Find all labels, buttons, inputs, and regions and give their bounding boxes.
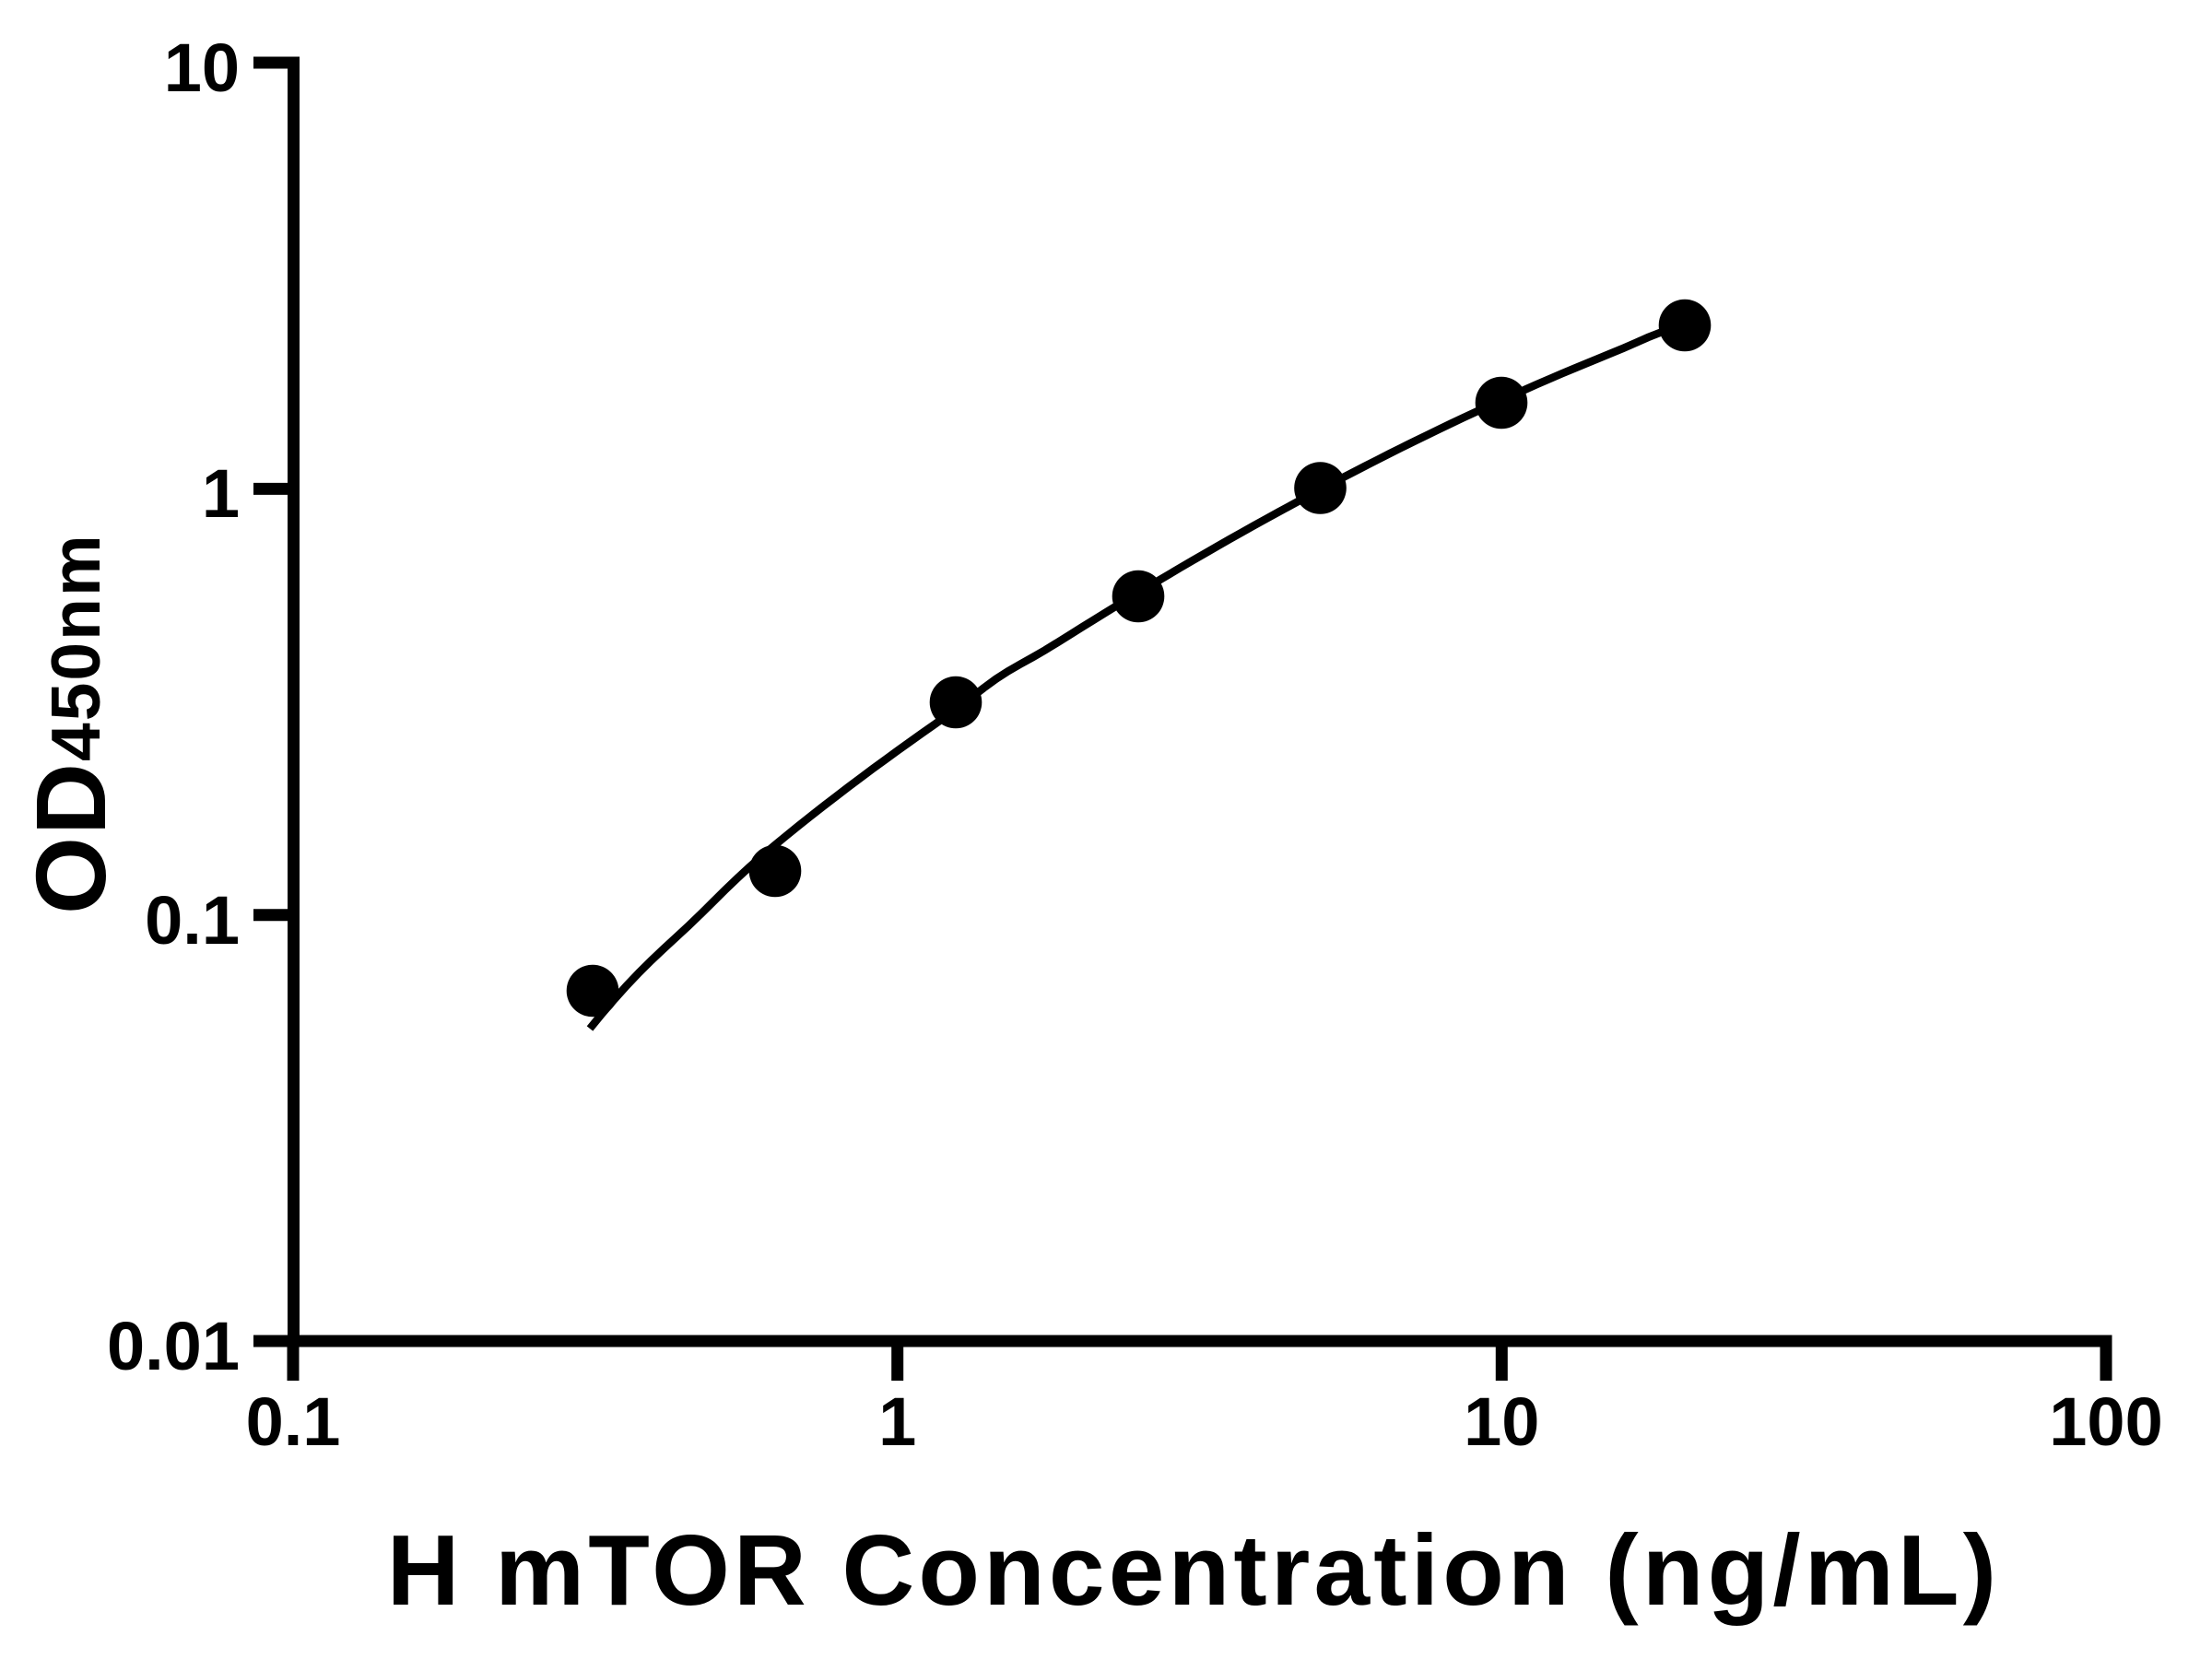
svg-text:1: 1 [202, 455, 240, 532]
svg-text:10: 10 [1464, 1383, 1539, 1460]
svg-text:0.01: 0.01 [107, 1308, 240, 1384]
svg-text:0.1: 0.1 [246, 1383, 341, 1460]
svg-text:10: 10 [164, 29, 240, 106]
svg-text:H mTOR Concentration (ng/mL): H mTOR Concentration (ng/mL) [387, 1514, 2001, 1627]
svg-text:100: 100 [2049, 1383, 2162, 1460]
svg-text:1: 1 [878, 1383, 916, 1460]
svg-text:0.1: 0.1 [145, 882, 240, 959]
